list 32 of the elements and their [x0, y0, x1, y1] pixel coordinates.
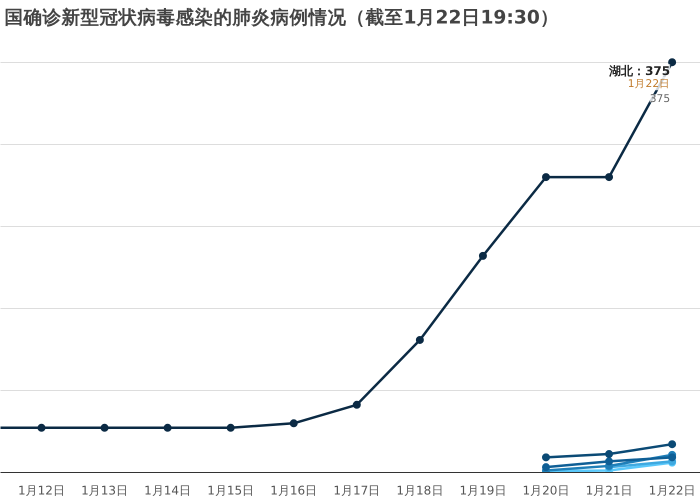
point: [352, 400, 361, 409]
x-tick-label: 1月14日: [144, 484, 192, 498]
point: [668, 58, 676, 66]
point: [416, 336, 424, 344]
point: [542, 463, 550, 472]
point: [290, 419, 298, 428]
point: [542, 173, 550, 182]
annotation: 1月22日: [628, 77, 670, 90]
x-tick-label: 1月18日: [396, 484, 444, 498]
point: [542, 453, 550, 462]
x-tick-label: 1月21日: [586, 484, 633, 498]
x-tick-label: 1月13日: [81, 484, 128, 498]
x-tick-label: 1月20日: [522, 484, 570, 498]
point: [226, 424, 235, 432]
point: [668, 453, 676, 462]
point: [668, 440, 676, 448]
chart-title: 国确诊新型冠状病毒感染的肺炎病例情况（截至1月22日19:30）: [4, 6, 559, 28]
point: [100, 424, 109, 432]
point: [37, 424, 46, 432]
annotation: 湖北：375: [608, 64, 670, 78]
x-tick-label: 1月15日: [207, 484, 254, 498]
annotation: 375: [650, 92, 670, 106]
point: [605, 457, 614, 466]
point: [605, 450, 614, 458]
x-tick-label: 1月19日: [459, 484, 506, 498]
point: [478, 252, 487, 260]
point: [605, 173, 614, 182]
x-tick-label: 1月12日: [18, 484, 65, 498]
point: [164, 424, 172, 432]
x-tick-label: 1月22日: [648, 484, 696, 498]
x-tick-label: 1月16日: [270, 484, 318, 498]
x-tick-label: 1月17日: [333, 484, 380, 498]
